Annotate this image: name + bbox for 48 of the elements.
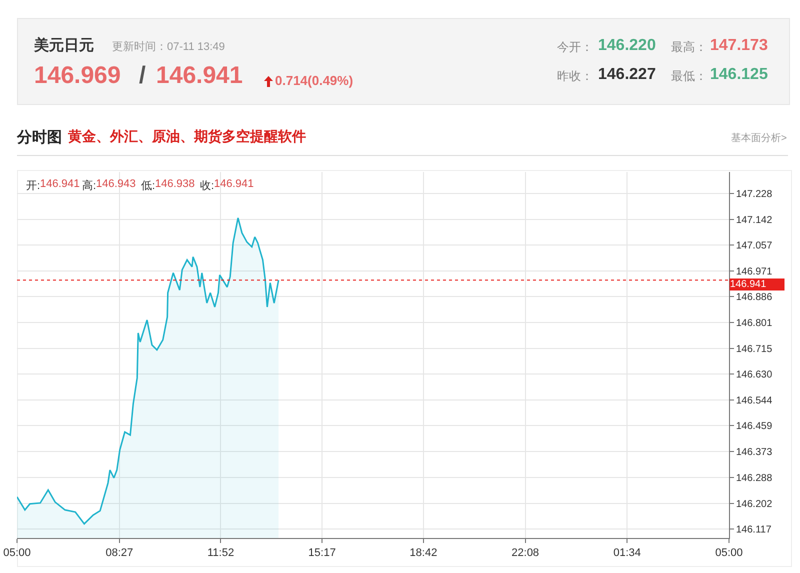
text: 146.227 <box>598 66 656 84</box>
text: 146.220 <box>598 37 656 55</box>
x-tick-label: 01:34 <box>613 547 641 560</box>
y-tick-label: 146.202 <box>736 498 773 510</box>
x-tick-label: 05:00 <box>715 547 743 560</box>
y-tick-label: 146.117 <box>736 524 772 536</box>
y-tick-label: 146.544 <box>736 396 773 406</box>
y-tick-label: 147.142 <box>736 214 773 226</box>
text: 最低： <box>671 68 707 85</box>
x-tick-label: 05:00 <box>3 547 31 560</box>
x-tick-label: 08:27 <box>106 547 134 560</box>
text: 146.941 <box>156 62 243 90</box>
text: 146.969 <box>34 62 121 90</box>
x-tick-label: 18:42 <box>410 547 438 560</box>
y-tick-label: 146.288 <box>736 472 773 484</box>
chart-subtitle: 更新时间：07-11 13:49 <box>112 40 225 54</box>
ref-line-label: 146.941 <box>730 279 767 290</box>
y-tick-label: 146.459 <box>736 421 773 432</box>
text: 今开： <box>557 39 593 56</box>
text: 146.125 <box>710 66 768 84</box>
annotation: 146.941 <box>214 178 254 190</box>
y-tick-label: 146.971 <box>736 266 773 278</box>
text: 147.173 <box>710 37 768 55</box>
annotation: 146.943 <box>96 178 136 190</box>
annotation: 低: <box>141 179 156 193</box>
x-tick-label: 15:17 <box>308 547 336 560</box>
y-tick-label: 146.801 <box>736 318 773 329</box>
annotation: 146.941 <box>40 178 80 190</box>
text: 最高： <box>671 39 707 56</box>
annotation: 收: <box>200 179 214 193</box>
text: 0.714(0.49%) <box>275 73 354 88</box>
text: 基本面分析> <box>731 132 787 145</box>
x-tick-label: 11:52 <box>207 547 234 560</box>
text: / <box>139 62 146 90</box>
y-tick-label: 146.373 <box>736 447 773 458</box>
y-tick-label: 147.057 <box>736 240 773 252</box>
text: 黄金、外汇、原油、期货多空提醒软件 <box>68 128 306 146</box>
y-tick-label: 146.715 <box>736 344 773 355</box>
chart-title: 美元日元 <box>34 36 94 55</box>
annotation: 开: <box>26 179 40 193</box>
y-tick-label: 146.886 <box>736 292 773 304</box>
annotation: 高: <box>82 178 96 193</box>
x-tick-label: 22:08 <box>512 547 540 560</box>
annotation: 146.938 <box>155 178 195 190</box>
text: 昨收： <box>557 68 593 85</box>
y-tick-label: 147.228 <box>736 188 773 200</box>
y-tick-label: 146.630 <box>736 370 773 381</box>
text: 分时图 <box>17 128 62 147</box>
